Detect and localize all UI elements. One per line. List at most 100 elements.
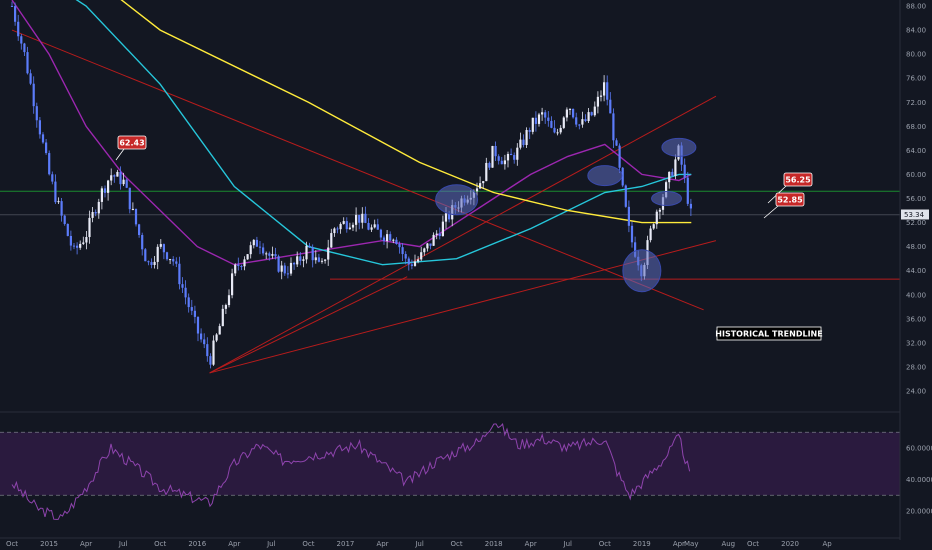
main-pane [0,0,900,374]
candle-body [652,224,655,229]
price-callout-box[interactable] [783,172,813,187]
candle-body [32,83,35,107]
highlight-ellipse[interactable] [435,184,479,216]
highlight-ellipse[interactable] [622,249,662,293]
candle-body [51,174,54,182]
candle-body [10,6,14,7]
candle-body [327,247,330,260]
candle-body [165,252,169,260]
candle-body [528,130,531,132]
candle-body [17,21,20,37]
price-callout-box[interactable] [775,192,805,207]
candle-body [655,211,658,225]
candle-body [128,187,131,210]
highlight-ellipse[interactable] [587,165,623,187]
price-tick-label: 68.00 [906,123,926,131]
highlight-ellipse[interactable] [651,191,683,206]
price-tick-label: 28.00 [906,363,926,371]
trend-line[interactable] [11,29,704,311]
trend-line[interactable] [209,276,408,374]
rsi-axis[interactable]: 60.0000 40.0000 20.0000 [906,445,932,516]
candle-body [379,229,382,238]
candle-body [479,183,482,189]
candle-body [231,273,234,296]
candle-body [488,162,491,168]
time-tick-label: Oct [747,540,759,548]
candle-body [258,246,262,248]
time-axis[interactable]: Oct 2015 Apr Jul Oct 2016 Apr Jul Oct 2017 Apr Jul O… [6,540,832,548]
candle-body [671,171,674,176]
candle-body [373,224,376,228]
time-tick-label: 2015 [40,540,58,548]
time-tick-label: Oct [451,540,463,548]
candle-body [541,112,544,115]
candle-body [200,333,203,340]
candle-body [649,228,652,241]
candle-body [358,214,361,223]
candle-body [355,214,358,225]
candle-body [283,265,286,274]
candle-body [537,114,541,124]
candle-body [268,253,271,256]
candle-body [485,162,488,182]
time-tick-label: Apr [80,540,92,548]
candle-body [110,175,113,181]
candle-body [215,334,218,341]
time-tick-label: Apr [525,540,537,548]
candle-body [519,139,522,148]
candle-body [441,221,444,237]
candle-body [364,213,367,223]
candle-body [224,305,227,309]
price-tick-label: 32.00 [906,339,926,347]
candle-body [556,132,559,134]
candle-body [305,245,308,260]
highlight-ellipse[interactable] [661,137,697,157]
candle-body [596,96,599,107]
price-tick-label: 24.00 [906,388,926,396]
candle-body [668,171,671,183]
candle-body [475,188,479,192]
candle-body [26,52,29,74]
candle-body [395,239,398,244]
price-tick-label: 36.00 [906,315,926,323]
candle-body [162,244,165,253]
candle-body [606,82,609,100]
candle-body [193,310,196,317]
callout-pointer [115,148,125,161]
candle-body [265,253,268,255]
moving-average-line [75,0,692,266]
candle-body [361,213,364,223]
time-tick-label: Oct [302,540,314,548]
candle-body [172,259,175,262]
candle-body [404,254,407,259]
candle-body [63,215,66,224]
candle-body [82,242,85,244]
candle-body [432,234,435,246]
time-tick-label: Apr [376,540,388,548]
candle-body [271,254,274,256]
price-tick-label: 52.00 [906,219,926,227]
candle-body [14,6,17,22]
time-tick-label: 2018 [485,540,503,548]
candle-body [221,308,224,327]
trend-line[interactable] [209,95,717,374]
candle-body [54,181,57,203]
price-callout-box[interactable] [117,135,147,150]
trendline-label-box[interactable] [716,326,822,341]
candle-body [565,109,568,118]
price-tick-label: 60.00 [906,171,926,179]
candle-body [348,227,351,230]
candle-body [311,247,314,261]
price-callout-label: 62.43 [119,139,144,148]
candle-body [665,182,668,198]
candle-body [448,213,451,220]
candle-body [674,159,677,176]
candle-body [345,221,348,230]
candle-body [234,264,237,274]
annotations: 62.43 56.25 52.85 HISTORICAL TRENDLINE [115,135,823,341]
candle-body [79,243,82,248]
price-axis[interactable]: 88.00 84.00 80.00 76.00 72.00 68.00 64.00 60.00… [901,3,929,396]
candle-body [503,160,506,165]
price-tick-label: 80.00 [906,51,926,59]
